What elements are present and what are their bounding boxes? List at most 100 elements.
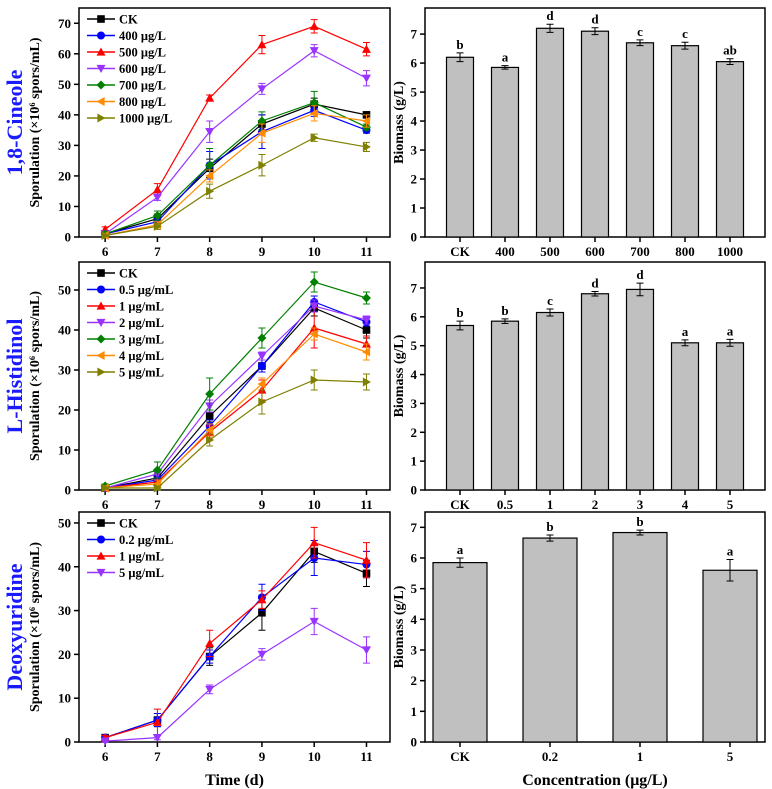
bar [445,324,475,491]
y-tick-label: 5 [411,581,418,596]
x-tick-label: 0.2 [542,749,558,764]
bar [670,342,700,491]
y-tick-label: 3 [411,143,418,158]
y-tick-label: 5 [411,85,418,100]
y-tick-label: 0 [411,483,418,498]
x-tick-label: 1 [637,749,644,764]
significance-letter: a [502,50,509,65]
data-point-triangle-right [362,142,371,152]
legend-label: 5 μg/mL [119,366,164,380]
series-0.2-g-mL: 0.2 μg/mL [87,533,371,742]
y-tick-label: 6 [411,309,418,324]
series-3-g-mL: 3 μg/mL [87,271,371,491]
data-point-triangle-right [258,397,267,407]
error-bar [546,534,554,542]
y-axis-label: Sporulation (×10⁶ spors/mL) [28,37,43,207]
error-bar [681,339,689,347]
x-tick-label: 11 [360,497,372,512]
data-point-triangle-down [309,302,319,311]
data-point-triangle-left [257,128,266,138]
legend-label: 1000 μg/L [119,112,172,126]
data-point-triangle-right [206,435,215,445]
data-point-triangle-left [205,425,214,435]
data-point-diamond [152,211,162,221]
error-bar [546,308,554,317]
data-point-triangle-down [100,737,110,746]
x-tick-label: 1000 [717,244,743,259]
series-1000-g-L: 1000 μg/L [87,112,371,240]
data-point-triangle-right [206,186,215,196]
y-tick-label: 7 [411,27,418,42]
significance-letter: c [637,24,643,39]
error-bar [591,27,599,36]
series-line [105,379,367,489]
series-1-g-mL: 1 μg/mL [87,526,371,742]
significance-letter: c [547,293,553,308]
error-bar [456,557,464,568]
y-tick-label: 40 [58,107,71,122]
x-tick-label: 2 [592,497,599,512]
series-2-g-mL: 2 μg/mL [87,299,371,493]
x-tick-label: 10 [308,749,321,764]
data-point-diamond [309,277,319,287]
plot-frame [424,511,766,743]
x-tick-label: 11 [360,749,372,764]
series-line [104,541,367,739]
series-line [105,333,367,489]
data-point-diamond [205,389,215,399]
y-tick-label: 2 [411,425,418,440]
legend-label: 4 μg/mL [119,349,164,363]
bar [612,531,668,743]
data-point-triangle-left [257,379,266,389]
data-point-square [362,326,371,334]
legend-label: 700 μg/L [119,79,166,93]
series-600-g-L: 600 μg/L [87,44,371,239]
data-point-triangle-right [362,377,371,387]
data-point-triangle-down [96,568,106,577]
series-line [104,103,367,235]
legend-label: 0.2 μg/mL [119,533,173,547]
y-tick-label: 30 [58,603,71,618]
data-point-triangle-down [361,74,371,83]
error-bar [501,318,509,324]
x-tick-label: 600 [585,244,605,259]
series-5-g-mL: 5 μg/mL [87,366,371,493]
y-tick-label: 2 [411,673,418,688]
y-axis-label: Biomass (g/L) [392,585,407,668]
plot-frame [78,7,391,238]
y-tick-label: 0 [65,735,72,750]
y-tick-label: 4 [411,367,418,382]
data-point-circle [97,31,105,40]
data-point-triangle-up [361,44,371,53]
bar [715,61,745,238]
data-point-triangle-down [257,85,267,94]
significance-letter: d [591,12,599,27]
data-point-triangle-up [96,301,106,310]
series-line [105,307,367,489]
significance-letter: a [457,542,464,557]
panel-title: 1,8-Cineole [2,69,27,175]
biomass-bar-chart: 0 1 2 3 4 5 6 7 Biomass (g/L) Concentration (μg/L… [392,511,766,789]
panel-title: L-Histidinol [2,319,27,434]
x-tick-label: 9 [259,749,266,764]
series-line [105,301,367,489]
significance-letter: b [636,514,643,529]
error-bar [681,41,689,50]
data-point-triangle-right [258,160,267,170]
data-point-triangle-up [152,717,162,726]
sporulation-line-chart: 0 10 20 30 40 50 Sporulation (×10⁶ spors/mL) Ti… [2,511,391,789]
error-bar [726,338,734,347]
x-tick-label: 7 [154,749,161,764]
bar [702,569,758,743]
bar [625,288,655,491]
data-point-square [97,269,105,277]
y-tick-label: 10 [58,199,71,214]
x-tick-label: 6 [102,244,109,259]
y-tick-label: 20 [58,168,71,183]
data-point-triangle-left [309,329,318,339]
data-point-diamond [257,116,267,126]
data-point-triangle-right [101,230,110,240]
legend-label: CK [119,517,138,531]
data-point-triangle-right [97,113,106,123]
legend-label: CK [119,267,138,281]
